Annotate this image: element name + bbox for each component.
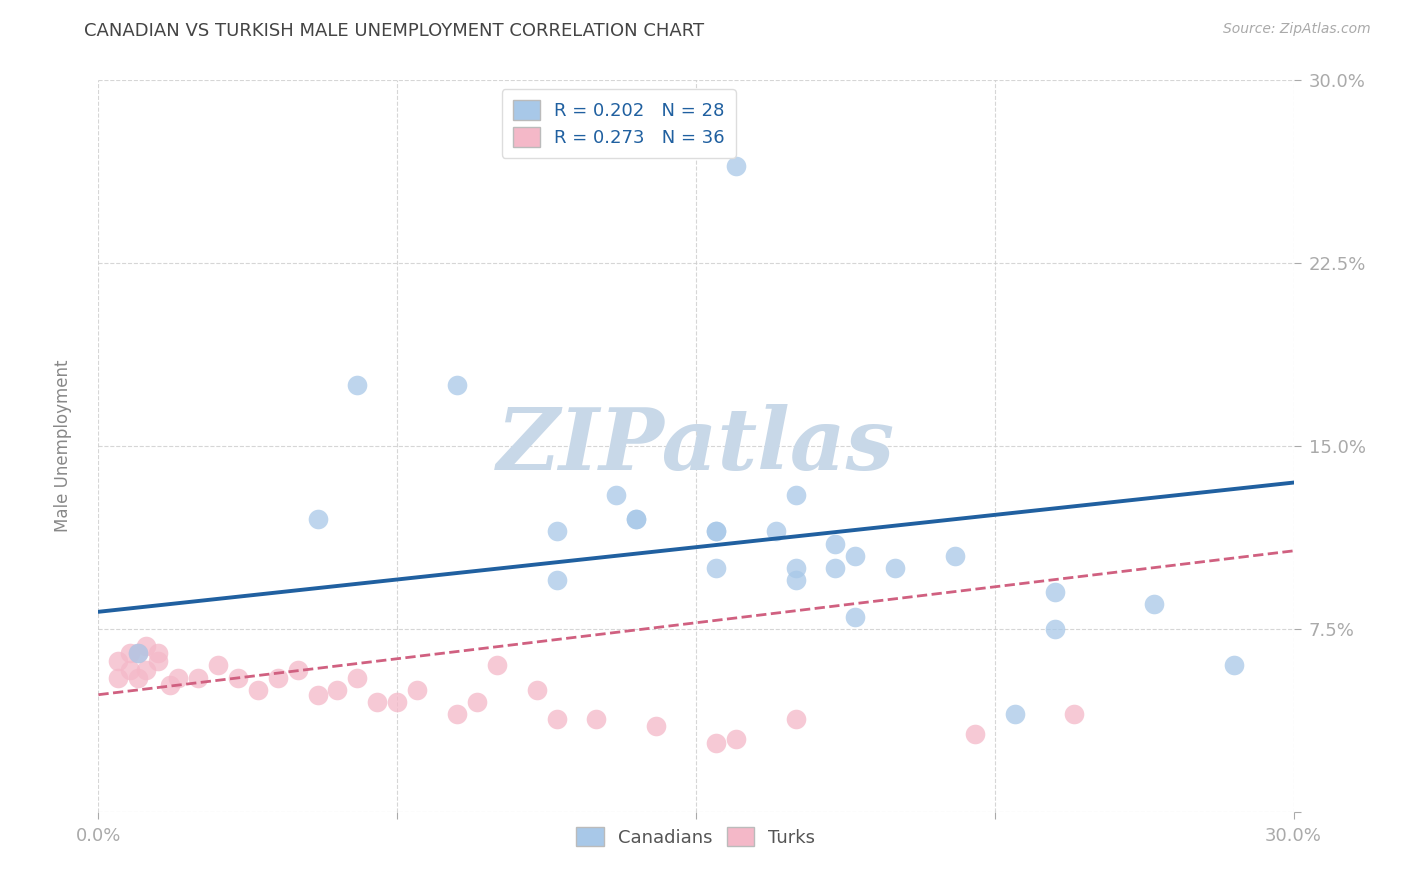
Point <box>704 561 727 575</box>
Point <box>127 671 149 685</box>
Point <box>226 671 249 685</box>
Text: Source: ZipAtlas.com: Source: ZipAtlas.com <box>1223 22 1371 37</box>
Point <box>1004 707 1026 722</box>
Point <box>546 524 568 539</box>
Point <box>307 688 329 702</box>
Point <box>1043 585 1066 599</box>
Point <box>366 695 388 709</box>
Point <box>326 682 349 697</box>
Point <box>605 488 627 502</box>
Point <box>135 639 157 653</box>
Point <box>1063 707 1085 722</box>
Point <box>1223 658 1246 673</box>
Point <box>135 663 157 677</box>
Point <box>943 549 966 563</box>
Point <box>844 609 866 624</box>
Point <box>645 719 668 733</box>
Point <box>824 536 846 550</box>
Point <box>546 573 568 587</box>
Point <box>446 707 468 722</box>
Point <box>824 561 846 575</box>
Point <box>159 678 181 692</box>
Text: CANADIAN VS TURKISH MALE UNEMPLOYMENT CORRELATION CHART: CANADIAN VS TURKISH MALE UNEMPLOYMENT CO… <box>84 22 704 40</box>
Point <box>785 712 807 726</box>
Point <box>526 682 548 697</box>
Point <box>148 646 170 660</box>
Point <box>120 646 142 660</box>
Point <box>1143 598 1166 612</box>
Legend: Canadians, Turks: Canadians, Turks <box>569 820 823 854</box>
Point <box>704 736 727 750</box>
Point <box>187 671 209 685</box>
Point <box>446 378 468 392</box>
Point <box>765 524 787 539</box>
Point <box>626 512 648 526</box>
Point <box>963 727 986 741</box>
Point <box>884 561 907 575</box>
Point <box>626 512 648 526</box>
Point <box>785 561 807 575</box>
Point <box>724 731 747 746</box>
Point <box>406 682 429 697</box>
Point <box>167 671 190 685</box>
Text: ZIPatlas: ZIPatlas <box>496 404 896 488</box>
Point <box>724 159 747 173</box>
Point <box>785 573 807 587</box>
Point <box>346 378 368 392</box>
Point <box>844 549 866 563</box>
Point <box>127 646 149 660</box>
Point <box>127 646 149 660</box>
Point <box>385 695 409 709</box>
Point <box>267 671 290 685</box>
Point <box>246 682 269 697</box>
Point <box>346 671 368 685</box>
Point <box>585 712 607 726</box>
Point <box>704 524 727 539</box>
Point <box>1043 622 1066 636</box>
Point <box>307 512 329 526</box>
Point <box>485 658 508 673</box>
Point <box>704 524 727 539</box>
Point <box>207 658 229 673</box>
Point <box>120 663 142 677</box>
Point <box>107 654 129 668</box>
Point <box>107 671 129 685</box>
Text: Male Unemployment: Male Unemployment <box>55 359 72 533</box>
Point <box>785 488 807 502</box>
Point <box>148 654 170 668</box>
Point <box>465 695 488 709</box>
Point <box>546 712 568 726</box>
Point <box>287 663 309 677</box>
